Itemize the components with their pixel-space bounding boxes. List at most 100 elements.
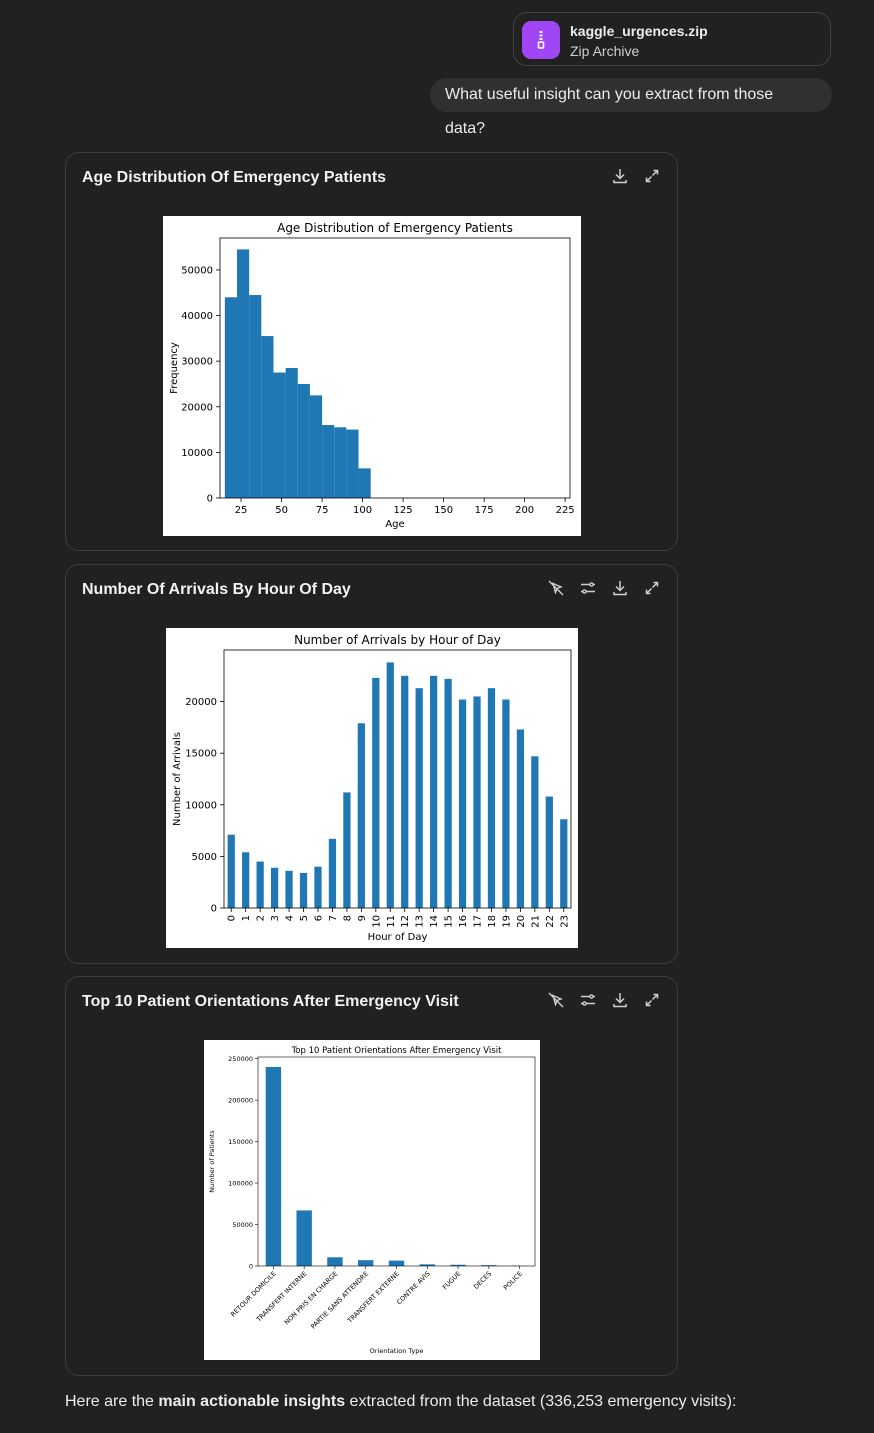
- histogram-bar: [224, 297, 238, 498]
- x-tick-label: 100: [353, 505, 372, 516]
- orientation-bar: [296, 1210, 312, 1266]
- x-tick-label: 11: [386, 915, 397, 928]
- chart-card-orientation: Top 10 Patient Orientations After Emerge…: [65, 976, 678, 1376]
- download-icon[interactable]: [611, 579, 629, 597]
- y-tick-label: 150000: [228, 1138, 253, 1146]
- settings-sliders-icon[interactable]: [579, 991, 597, 1009]
- hour-bar: [242, 852, 250, 908]
- response-prefix: Here are the: [65, 1393, 159, 1410]
- x-tick-label: 12: [400, 915, 411, 928]
- attachment-file-name: kaggle_urgences.zip: [570, 23, 708, 39]
- hour-bar: [328, 838, 337, 908]
- x-tick-label: 0: [227, 915, 238, 921]
- orientation-bar: [358, 1260, 374, 1266]
- x-tick-label: 8: [342, 915, 353, 921]
- x-tick-label: 15: [444, 915, 455, 928]
- hour-bar: [502, 699, 510, 908]
- y-tick-label: 10000: [185, 800, 217, 811]
- y-axis-label: Frequency: [169, 342, 180, 394]
- card-toolbar: [547, 579, 661, 597]
- download-icon[interactable]: [611, 991, 629, 1009]
- y-tick-label: 40000: [181, 311, 213, 322]
- hour-bar: [545, 796, 553, 908]
- plot-frame: [219, 237, 571, 499]
- response-suffix: extracted from the dataset (336,253 emer…: [345, 1393, 737, 1410]
- expand-icon[interactable]: [643, 167, 661, 185]
- orientation-bar: [450, 1264, 466, 1266]
- card-toolbar: [611, 167, 661, 185]
- x-tick-label: 25: [235, 505, 248, 516]
- histogram-bar: [249, 295, 262, 498]
- age-histogram: 25 50 75 100 125 150 175 200 225 0 10000 20000 30000…: [169, 221, 575, 530]
- y-tick-label: 30000: [181, 357, 213, 368]
- download-icon[interactable]: [611, 167, 629, 185]
- x-tick-label: 7: [328, 915, 339, 921]
- histogram-bar: [273, 372, 286, 498]
- y-tick-label: 100000: [228, 1180, 253, 1188]
- x-tick-label: 23: [559, 915, 570, 928]
- x-tick-label: 18: [487, 915, 498, 928]
- hour-bar: [473, 696, 481, 908]
- y-tick-label: 10000: [181, 448, 213, 459]
- x-tick-label: 6: [313, 915, 324, 921]
- hour-bar: [560, 819, 568, 908]
- hour-bar: [516, 729, 525, 908]
- x-axis-label: Hour of Day: [368, 932, 428, 943]
- hour-bar: [444, 678, 452, 908]
- attachment-file-type: Zip Archive: [570, 43, 640, 59]
- histogram-bar: [309, 395, 323, 498]
- x-tick-label: 200: [515, 505, 534, 516]
- chart-title: Number of Arrivals by Hour of Day: [294, 633, 501, 647]
- x-tick-label: 22: [545, 915, 556, 928]
- x-tick-label: 175: [475, 505, 494, 516]
- hour-bar: [458, 699, 467, 908]
- x-tick-label: 125: [394, 505, 413, 516]
- y-tick-label: 250000: [228, 1055, 253, 1063]
- interactive-off-icon[interactable]: [547, 579, 565, 597]
- settings-sliders-icon[interactable]: [579, 579, 597, 597]
- x-tick-label: 9: [357, 915, 368, 921]
- hour-bar: [401, 675, 409, 908]
- x-tick-label: 5: [299, 915, 310, 921]
- x-tick-label: DECES: [472, 1270, 493, 1291]
- hour-bar: [227, 834, 235, 908]
- zip-file-icon: [522, 21, 560, 59]
- orientation-bar: [388, 1260, 405, 1266]
- hour-bar: [314, 866, 322, 908]
- chart-card-age: Age Distribution Of Emergency Patients 2…: [65, 152, 678, 551]
- histogram-bar: [358, 468, 371, 498]
- hour-bar: [372, 677, 380, 908]
- x-tick-label: 17: [473, 915, 484, 928]
- x-tick-label: PARTIE SANS ATTENDRE: [309, 1270, 370, 1331]
- expand-icon[interactable]: [643, 991, 661, 1009]
- attachment-chip[interactable]: kaggle_urgences.zip Zip Archive: [513, 12, 831, 66]
- histogram-bar: [237, 249, 250, 498]
- x-tick-label: 50: [275, 505, 288, 516]
- x-tick-label: FUGUE: [441, 1270, 463, 1292]
- histogram-bar: [297, 383, 310, 498]
- x-tick-label: 2: [256, 915, 267, 921]
- y-tick-label: 0: [211, 904, 217, 915]
- x-tick-label: 3: [270, 915, 281, 921]
- y-tick-label: 0: [207, 494, 213, 505]
- hour-chart-image: 0 1 2 3 4 5 6 7 8 9 10 11 12 13 14 15 16 17 18 19 20 21 22 23 0 5…: [166, 628, 578, 948]
- hour-bar: [357, 723, 365, 908]
- hour-bar: [285, 870, 293, 908]
- card-title: Top 10 Patient Orientations After Emerge…: [82, 993, 459, 1010]
- plot-frame: [257, 1056, 536, 1267]
- hour-bar: [270, 867, 279, 908]
- chart-title: Top 10 Patient Orientations After Emerge…: [291, 1046, 503, 1056]
- hour-bar: [487, 688, 496, 908]
- x-tick-label: 14: [429, 915, 440, 928]
- hour-bar: [386, 662, 394, 908]
- expand-icon[interactable]: [643, 579, 661, 597]
- response-bold: main actionable insights: [158, 1393, 346, 1410]
- x-tick-label: 4: [285, 915, 296, 921]
- interactive-off-icon[interactable]: [547, 991, 565, 1009]
- y-tick-label: 20000: [181, 402, 213, 413]
- hour-bar: [256, 861, 264, 908]
- histogram-bar: [322, 425, 335, 498]
- hour-bar: [415, 688, 423, 908]
- histogram-bar: [334, 427, 347, 498]
- y-tick-label: 200000: [228, 1097, 253, 1105]
